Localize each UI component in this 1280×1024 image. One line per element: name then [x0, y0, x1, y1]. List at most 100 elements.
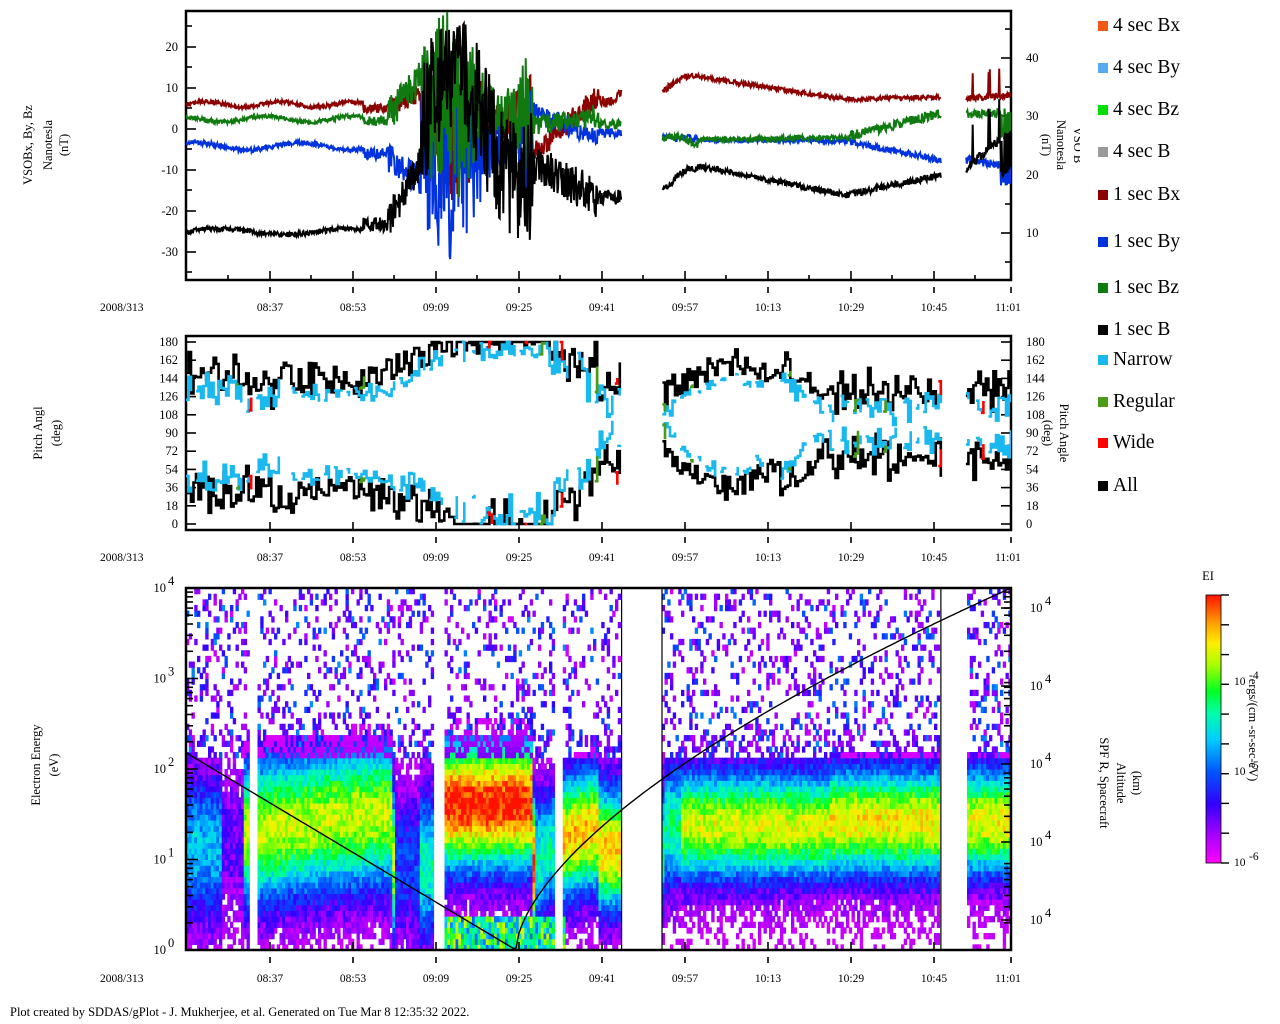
trace-1sec-bz — [186, 11, 1011, 197]
legend-item-1-sec-b[interactable]: 1 sec B — [1098, 320, 1170, 340]
colorbar-title: EI — [1202, 569, 1214, 583]
panel2-xticks — [269, 522, 1012, 543]
panel2-ytick-6: 72 — [166, 444, 179, 458]
panel1-ylabel-left-l3: (nT) — [57, 134, 71, 156]
legend-item-narrow[interactable]: Narrow — [1098, 350, 1173, 370]
panel1-xtick-8: 10:45 — [921, 302, 947, 314]
legend-swatch-icon — [1098, 354, 1108, 365]
panel2-ylabel-left-l2: (deg) — [49, 420, 63, 446]
legend-swatch-icon — [1098, 62, 1108, 73]
panel1-traces — [186, 11, 1011, 260]
panel3-rtick-3: 10 — [1030, 835, 1043, 849]
panel2-ylabel-left-l1: Pitch Angl — [31, 406, 45, 460]
panel2-ytick-0: 180 — [159, 335, 178, 349]
panel2-ytick-5: 90 — [166, 426, 179, 440]
panel1-xtick-4: 09:41 — [589, 302, 615, 314]
panel2-rtick-8: 36 — [1026, 481, 1039, 495]
trace-narrow — [186, 340, 1011, 526]
panel2-ytick-7: 54 — [166, 462, 179, 476]
colorbar-units: ergs/(cm -sr-sec-eV) — [1246, 679, 1260, 782]
trace-1sec-by — [186, 43, 1011, 260]
panel2-rtick-7: 54 — [1026, 462, 1039, 476]
legend-label: Regular — [1113, 391, 1175, 412]
panel3-xtick-7: 10:29 — [838, 973, 864, 985]
panel2-xtick-1: 08:53 — [340, 552, 366, 564]
panel3-xtick-labels: 2008/313 08:37 08:53 09:09 09:25 09:41 0… — [100, 973, 1021, 985]
panel3-rtick-exp-0: 4 — [1045, 594, 1052, 608]
legend-label: 4 sec By — [1113, 57, 1181, 78]
panel3-rlabel-l2: Altitude — [1114, 763, 1128, 804]
panel2-ytick-8: 36 — [166, 481, 179, 495]
panel1-ylabel-right-l1: VSO B — [1071, 127, 1080, 163]
panel1-ylabel-right: VSO B Nanotesla (nT) — [1039, 120, 1080, 170]
panel3-ylabel-right: SPF R, Spacecraft Altitude (km) — [1097, 737, 1144, 829]
panel3-rtick-exp-3: 4 — [1045, 828, 1052, 842]
legend-item-regular[interactable]: Regular — [1098, 392, 1175, 412]
legend-item-1-sec-bz[interactable]: 1 sec Bz — [1098, 278, 1179, 298]
panel1-ylabel-left: VSOBx, By, Bz Nanotesla (nT) — [21, 105, 71, 185]
trace-1sec-b — [186, 20, 1011, 240]
panel2-rtick-3: 126 — [1026, 390, 1045, 404]
panel3-xticks — [269, 942, 1012, 963]
legend-label: 1 sec Bz — [1113, 277, 1180, 298]
legend-item-wide[interactable]: Wide — [1098, 433, 1154, 453]
panel2-ytick-10: 0 — [172, 517, 178, 531]
legend-swatch-icon — [1098, 396, 1108, 407]
panel1-rtick-1: 30 — [1026, 109, 1039, 123]
legend-item-4-sec-bz[interactable]: 4 sec Bz — [1098, 100, 1179, 120]
panel3-tickmarks — [186, 587, 1011, 951]
panel2-ylabel-left: Pitch Angl (deg) — [31, 406, 63, 460]
panel3-rtick-0: 10 — [1030, 601, 1043, 615]
legend-item-all[interactable]: All — [1098, 476, 1138, 496]
panel3-ytick-1: 10 — [154, 672, 167, 686]
colorbar-exp-1: -5 — [1249, 760, 1259, 772]
panel2-ytick-3: 126 — [159, 390, 178, 404]
panel1-date-label: 2008/313 — [100, 302, 144, 314]
panel3-rtick-exp-1: 4 — [1045, 672, 1052, 686]
legend-swatch-icon — [1098, 20, 1108, 31]
legend-item-4-sec-by[interactable]: 4 sec By — [1098, 58, 1180, 78]
legend-item-4-sec-b[interactable]: 4 sec B — [1098, 142, 1170, 162]
colorbar-exp-0: -4 — [1249, 670, 1259, 682]
legend-item-4-sec-bx[interactable]: 4 sec Bx — [1098, 16, 1180, 36]
panel3-xtick-4: 09:41 — [589, 973, 615, 985]
legend-swatch-icon — [1098, 104, 1108, 115]
panel2-rtick-1: 162 — [1026, 353, 1045, 367]
colorbar-tick-1: 10 — [1234, 766, 1246, 778]
panel2-ylabel-right-l2: (deg) — [1041, 420, 1055, 446]
panel2-rtick-10: 0 — [1026, 517, 1032, 531]
panel3-xtick-6: 10:13 — [755, 973, 781, 985]
panel2-xtick-7: 10:29 — [838, 552, 864, 564]
panel1-xtick-1: 08:53 — [340, 302, 366, 314]
panel1-ytick-5: -30 — [161, 245, 178, 259]
colorbar-gradient — [1205, 594, 1222, 864]
legend-label: 4 sec Bx — [1113, 15, 1181, 36]
panel1-xtick-2: 09:09 — [423, 302, 449, 314]
panel2-tickmarks — [186, 341, 1011, 525]
panel1-ytick-3: -10 — [161, 163, 178, 177]
panel1-xtick-labels: 2008/313 08:37 08:53 09:09 09:25 09:41 0… — [100, 302, 1021, 314]
panel3-ytick-exp-2: 2 — [168, 755, 174, 769]
panel3-xtick-0: 08:37 — [257, 973, 283, 985]
panel3-rtick-2: 10 — [1030, 757, 1043, 771]
panel1-xtick-7: 10:29 — [838, 302, 864, 314]
panel2-rtick-9: 18 — [1026, 499, 1039, 513]
panel2-xtick-3: 09:25 — [506, 552, 532, 564]
panel3-xtick-8: 10:45 — [921, 973, 947, 985]
panel1-ylabel-right-l2: Nanotesla — [1054, 120, 1068, 170]
panel3-ytick-exp-1: 3 — [168, 665, 174, 679]
panel2-xtick-5: 09:57 — [672, 552, 698, 564]
legend-item-1-sec-by[interactable]: 1 sec By — [1098, 232, 1180, 252]
panel1-right-ticks: 40 30 20 10 — [1026, 51, 1039, 240]
panel2-rtick-2: 144 — [1026, 371, 1046, 385]
panel2-ylabel-right: Pitch Angle (deg) — [1041, 404, 1071, 463]
legend-item-1-sec-bx[interactable]: 1 sec Bx — [1098, 185, 1180, 205]
legend-swatch-icon — [1098, 146, 1108, 157]
panel2-rtick-5: 90 — [1026, 426, 1039, 440]
colorbar-tick-labels: 10 -4 10 -5 10 -6 — [1234, 670, 1259, 869]
panel1-ytick-1: 10 — [166, 81, 179, 95]
panel3-ytick-exp-4: 0 — [168, 936, 174, 950]
